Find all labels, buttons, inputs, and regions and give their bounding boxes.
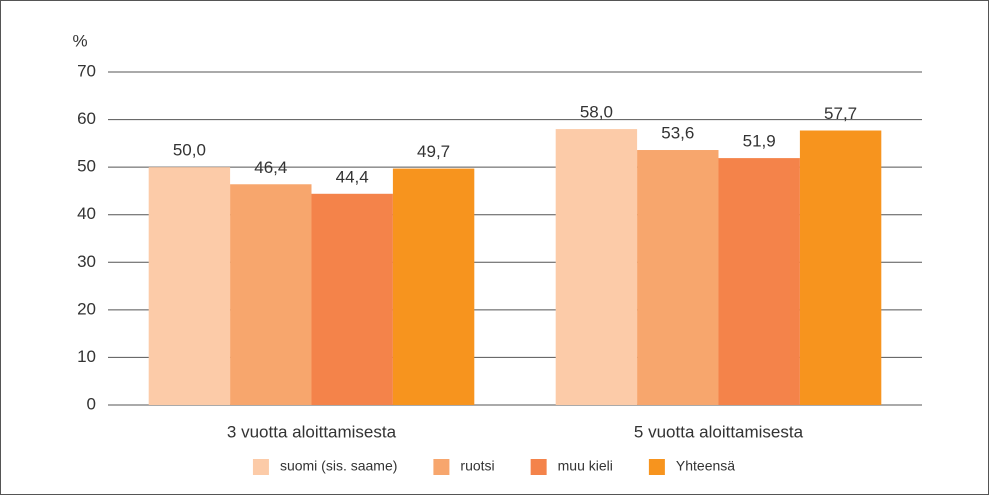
y-tick-label: 60: [77, 109, 96, 128]
y-tick-label: 30: [77, 252, 96, 271]
legend-swatch: [252, 459, 269, 475]
value-label: 49,7: [417, 142, 450, 161]
legend-label: ruotsi: [460, 458, 494, 474]
y-tick-label: 0: [87, 394, 96, 413]
legend-swatch: [648, 459, 665, 475]
bar: [148, 167, 231, 405]
legend-label: Yhteensä: [676, 458, 735, 474]
value-label: 53,6: [661, 124, 694, 143]
legend-label: suomi (sis. saame): [280, 458, 397, 474]
y-tick-label: 50: [77, 157, 96, 176]
bar: [637, 150, 719, 405]
y-tick-label: 20: [77, 299, 96, 318]
bar: [718, 158, 800, 405]
legend-swatch: [530, 459, 547, 475]
value-label: 50,0: [173, 141, 206, 160]
value-label: 58,0: [580, 103, 613, 122]
value-label: 51,9: [743, 132, 776, 151]
legend-label: muu kieli: [558, 458, 613, 474]
legend-swatch: [433, 459, 450, 475]
value-label: 57,7: [824, 104, 857, 123]
y-tick-label: 40: [77, 204, 96, 223]
bar: [799, 130, 882, 405]
bar: [230, 184, 312, 405]
x-tick-label: 3 vuotta aloittamisesta: [227, 422, 397, 441]
bar: [555, 129, 638, 406]
y-tick-label: 70: [77, 61, 96, 80]
y-axis-label: %: [72, 31, 87, 50]
x-tick-label: 5 vuotta aloittamisesta: [634, 422, 804, 441]
bar: [311, 193, 393, 405]
value-label: 44,4: [336, 167, 369, 186]
value-label: 46,4: [254, 158, 287, 177]
bar: [392, 168, 475, 405]
y-tick-label: 10: [77, 347, 96, 366]
